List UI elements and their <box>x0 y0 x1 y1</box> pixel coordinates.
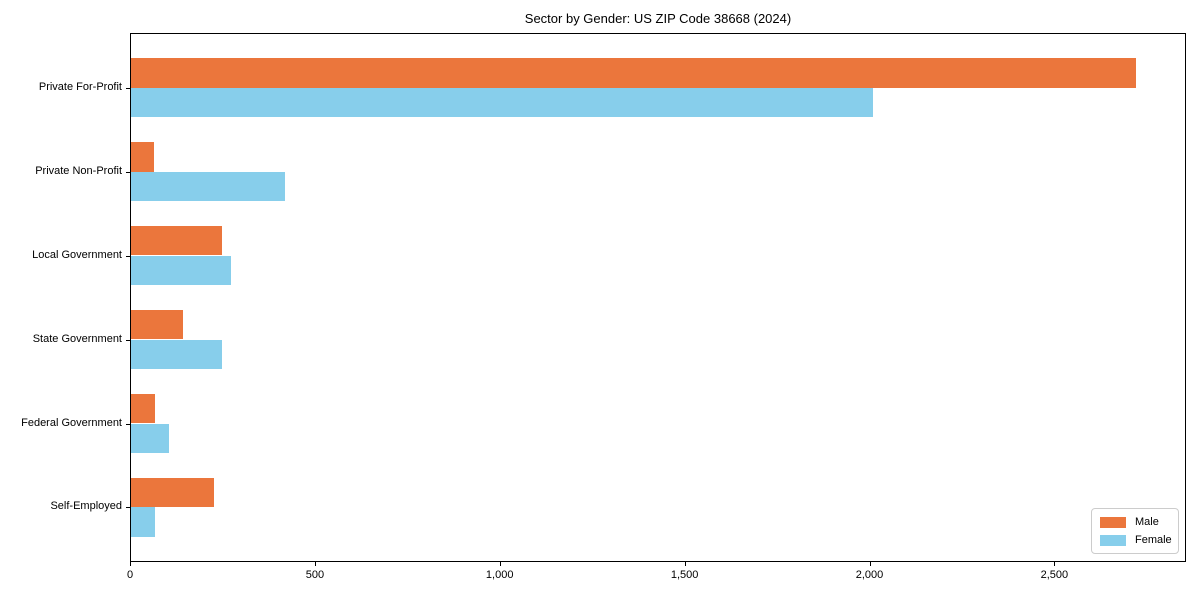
y-tick-mark <box>126 171 130 173</box>
legend: Male Female <box>1091 508 1179 554</box>
bar-female-4 <box>130 423 170 453</box>
y-tick-mark <box>126 255 130 257</box>
legend-label-female: Female <box>1135 534 1172 546</box>
x-tick-mark <box>1054 562 1056 566</box>
bar-female-2 <box>130 255 231 285</box>
x-tick-mark <box>869 562 871 566</box>
legend-swatch-female <box>1100 534 1126 546</box>
x-tick-mark <box>684 562 686 566</box>
x-tick-label: 2,500 <box>1040 569 1069 581</box>
bar-female-3 <box>130 339 223 369</box>
x-tick-mark <box>314 562 316 566</box>
bar-female-1 <box>130 171 286 201</box>
legend-item-male: Male <box>1100 515 1170 529</box>
bar-female-0 <box>130 87 874 117</box>
x-tick-label: 1,000 <box>485 569 514 581</box>
x-tick-label: 0 <box>126 569 134 581</box>
bar-male-5 <box>130 478 214 508</box>
y-tick-label: Private Non-Profit <box>35 164 122 177</box>
bar-male-0 <box>130 58 1136 88</box>
y-tick-label: Private For-Profit <box>38 80 122 93</box>
x-tick-mark <box>499 562 501 566</box>
x-tick-mark <box>130 562 131 566</box>
y-tick-label: Federal Government <box>21 416 122 429</box>
bar-male-3 <box>130 310 183 340</box>
legend-item-female: Female <box>1100 533 1172 547</box>
legend-label-male: Male <box>1135 516 1159 528</box>
y-tick-mark <box>126 507 130 509</box>
x-tick-label: 500 <box>305 569 325 581</box>
y-tick-label: Local Government <box>32 248 122 261</box>
y-tick-label: Self-Employed <box>50 500 122 513</box>
x-tick-label: 1,500 <box>670 569 699 581</box>
legend-swatch-male <box>1100 516 1126 528</box>
y-tick-mark <box>126 423 130 425</box>
y-tick-mark <box>126 339 130 341</box>
x-tick-label: 2,000 <box>855 569 884 581</box>
bar-male-4 <box>130 394 156 424</box>
bar-female-5 <box>130 507 156 537</box>
y-tick-mark <box>126 87 130 89</box>
bar-male-2 <box>130 226 223 256</box>
chart-title: Sector by Gender: US ZIP Code 38668 (202… <box>524 11 792 26</box>
bar-male-1 <box>130 142 154 172</box>
y-tick-label: State Government <box>32 332 122 345</box>
